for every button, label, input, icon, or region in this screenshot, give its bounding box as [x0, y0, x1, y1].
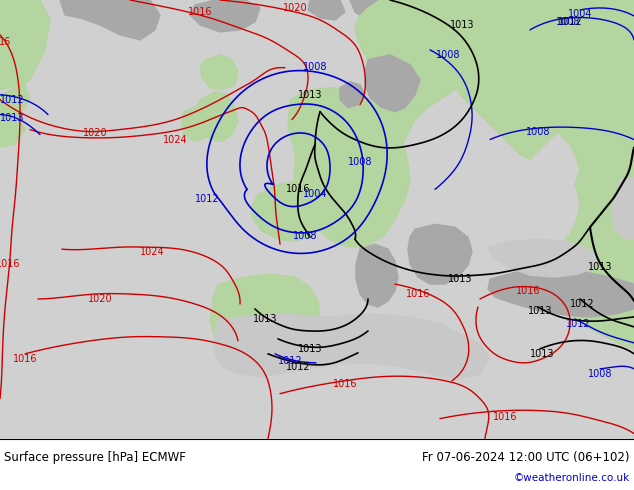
Polygon shape	[198, 92, 238, 142]
Polygon shape	[365, 55, 420, 112]
Polygon shape	[0, 0, 50, 90]
Text: 1008: 1008	[556, 17, 580, 27]
Polygon shape	[288, 88, 410, 247]
Polygon shape	[340, 82, 365, 108]
Text: 1012: 1012	[278, 356, 302, 366]
Polygon shape	[252, 181, 328, 241]
Polygon shape	[210, 274, 320, 365]
Text: 1013: 1013	[530, 349, 554, 359]
Text: 1024: 1024	[139, 247, 164, 257]
Polygon shape	[408, 224, 472, 284]
Text: 1008: 1008	[303, 62, 327, 72]
Text: 1008: 1008	[293, 231, 317, 241]
Polygon shape	[356, 244, 398, 307]
Text: 1013: 1013	[527, 306, 552, 316]
Text: ©weatheronline.co.uk: ©weatheronline.co.uk	[514, 473, 630, 483]
Text: 1020: 1020	[87, 294, 112, 304]
Polygon shape	[355, 0, 510, 154]
Text: 1008: 1008	[526, 126, 550, 137]
Text: 16: 16	[0, 37, 11, 47]
Text: 1012: 1012	[558, 17, 582, 27]
Polygon shape	[60, 0, 160, 40]
Text: 1012: 1012	[0, 95, 24, 105]
Text: 1013: 1013	[298, 90, 322, 99]
Text: 1013: 1013	[450, 20, 474, 30]
Polygon shape	[488, 269, 634, 317]
Polygon shape	[438, 0, 634, 159]
Text: 1016: 1016	[406, 289, 430, 299]
Text: 1008: 1008	[436, 50, 460, 60]
Text: 1013: 1013	[448, 274, 472, 284]
Text: 1012: 1012	[570, 299, 594, 309]
Text: 1016: 1016	[13, 354, 37, 364]
Text: 1016: 1016	[515, 286, 540, 296]
Polygon shape	[548, 0, 634, 249]
Polygon shape	[308, 0, 345, 20]
Text: 1012: 1012	[286, 362, 310, 372]
Text: Surface pressure [hPa] ECMWF: Surface pressure [hPa] ECMWF	[4, 451, 186, 464]
Text: 1024: 1024	[163, 135, 187, 145]
Text: 1008: 1008	[588, 369, 612, 379]
Polygon shape	[200, 55, 238, 90]
Text: 1004: 1004	[568, 9, 592, 19]
Text: 1013: 1013	[298, 344, 322, 354]
Text: 1012: 1012	[566, 319, 590, 329]
Polygon shape	[548, 170, 634, 349]
Text: 1020: 1020	[82, 127, 107, 138]
Text: 1016: 1016	[0, 259, 20, 269]
Text: 1008: 1008	[348, 157, 372, 168]
Text: 1016: 1016	[188, 7, 212, 17]
Polygon shape	[0, 115, 25, 147]
Polygon shape	[190, 0, 260, 32]
Text: Fr 07-06-2024 12:00 UTC (06+102): Fr 07-06-2024 12:00 UTC (06+102)	[422, 451, 630, 464]
Polygon shape	[350, 0, 400, 25]
Text: 1013: 1013	[588, 262, 612, 272]
Polygon shape	[612, 177, 634, 239]
Text: 1004: 1004	[303, 189, 327, 199]
Text: 1020: 1020	[283, 3, 307, 13]
Text: 1013: 1013	[0, 113, 24, 122]
Polygon shape	[215, 314, 490, 379]
Text: 1016: 1016	[493, 412, 517, 421]
Text: 1016: 1016	[286, 184, 310, 195]
Text: 1013: 1013	[253, 314, 277, 324]
Polygon shape	[488, 239, 598, 277]
Text: 1016: 1016	[333, 379, 357, 389]
Polygon shape	[182, 105, 212, 142]
Polygon shape	[0, 40, 35, 90]
Polygon shape	[0, 85, 30, 120]
Text: 1012: 1012	[195, 195, 219, 204]
